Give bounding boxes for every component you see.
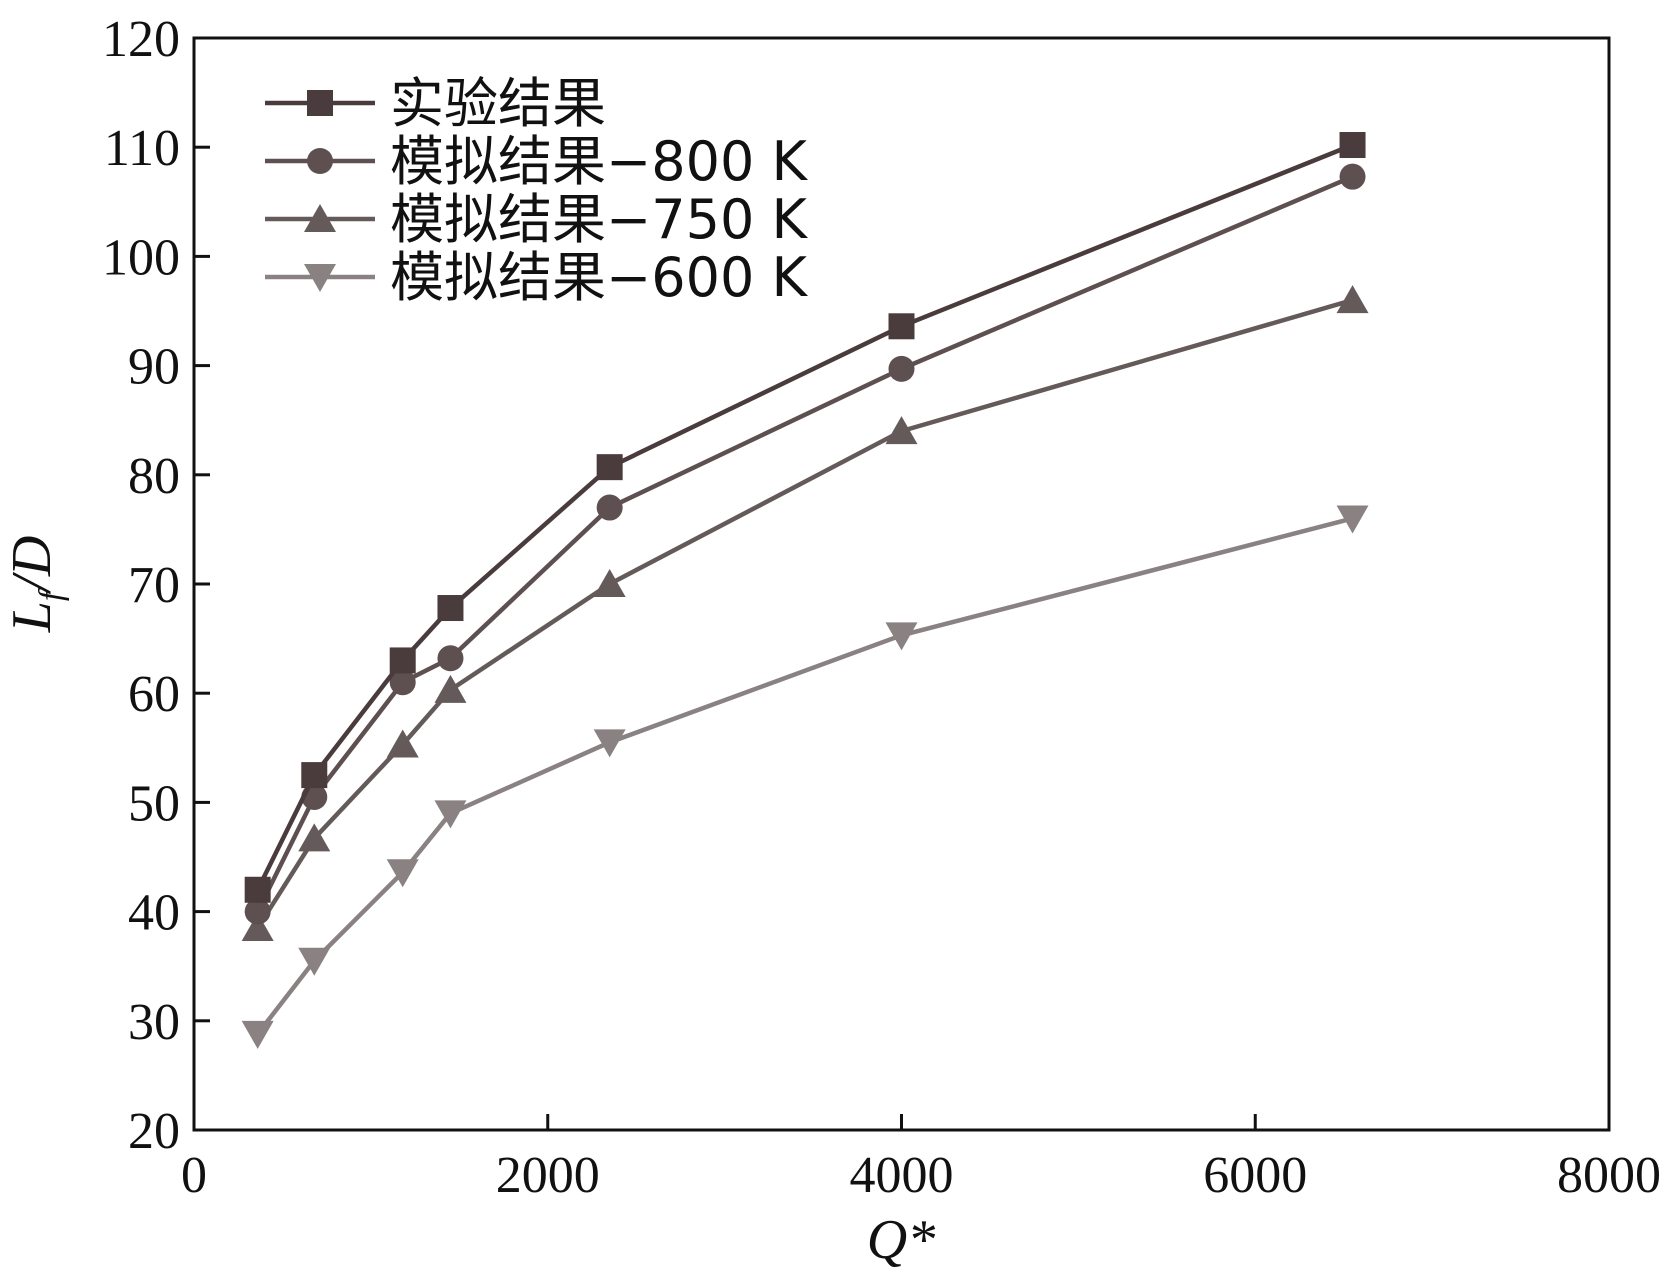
y-tick-label: 120 bbox=[102, 11, 180, 68]
series-line bbox=[255, 516, 1354, 1036]
data-point bbox=[244, 898, 271, 925]
data-point bbox=[1339, 163, 1366, 190]
x-tick-label: 6000 bbox=[1203, 1147, 1307, 1204]
data-point bbox=[593, 569, 626, 597]
data-point bbox=[1336, 285, 1369, 314]
y-axis-title: Lf/D bbox=[1, 536, 70, 634]
x-tick-label: 2000 bbox=[496, 1147, 600, 1204]
legend-label: 模拟结果−600 K bbox=[390, 246, 808, 309]
legend-marker bbox=[307, 90, 333, 116]
y-tick-label: 110 bbox=[104, 120, 180, 177]
data-point bbox=[244, 876, 271, 903]
series-2 bbox=[241, 285, 1369, 941]
x-tick-label: 0 bbox=[181, 1147, 207, 1204]
legend-marker bbox=[304, 264, 336, 292]
legend-label: 模拟结果−800 K bbox=[390, 130, 808, 193]
data-point bbox=[434, 674, 467, 703]
legend-item: 模拟结果−600 K bbox=[265, 246, 808, 309]
legend-item: 模拟结果−800 K bbox=[265, 130, 808, 193]
y-tick-label: 80 bbox=[128, 448, 180, 505]
legend-item: 实验结果 bbox=[265, 72, 606, 135]
data-point bbox=[241, 912, 274, 941]
series-1 bbox=[244, 163, 1366, 925]
legend-marker bbox=[304, 204, 336, 232]
y-tick-label: 50 bbox=[128, 775, 180, 832]
data-point bbox=[888, 355, 915, 382]
data-point bbox=[386, 729, 419, 758]
y-tick-label: 70 bbox=[128, 557, 180, 614]
x-axis: 0 2000 4000 6000 8000 bbox=[181, 1114, 1661, 1204]
data-point bbox=[885, 622, 918, 651]
series-layer bbox=[241, 132, 1369, 1049]
data-point bbox=[301, 762, 328, 789]
data-point bbox=[596, 454, 623, 481]
y-tick-label: 100 bbox=[102, 229, 180, 286]
series-0 bbox=[244, 132, 1366, 903]
data-point bbox=[298, 823, 331, 852]
data-point bbox=[298, 947, 331, 976]
y-tick-label: 60 bbox=[128, 666, 180, 723]
data-point bbox=[437, 645, 464, 672]
y-axis-title-main: L bbox=[1, 601, 63, 633]
legend-label: 实验结果 bbox=[390, 72, 606, 135]
data-point bbox=[389, 669, 416, 696]
x-tick-label: 4000 bbox=[850, 1147, 954, 1204]
y-axis-title-rest: /D bbox=[1, 536, 63, 595]
y-axis: 20 30 40 50 60 70 80 90 100 110 120 bbox=[102, 11, 210, 1160]
series-3 bbox=[241, 505, 1369, 1049]
data-point bbox=[593, 729, 626, 758]
y-tick-label: 30 bbox=[128, 994, 180, 1051]
legend-marker bbox=[307, 148, 333, 174]
data-point bbox=[241, 1020, 274, 1049]
data-point bbox=[885, 416, 918, 445]
y-tick-label: 40 bbox=[128, 885, 180, 942]
x-tick-label: 8000 bbox=[1557, 1147, 1661, 1204]
x-axis-title: Q* bbox=[867, 1209, 935, 1271]
data-point bbox=[596, 494, 623, 521]
data-point bbox=[888, 313, 915, 340]
y-tick-label: 90 bbox=[128, 339, 180, 396]
data-point bbox=[1336, 505, 1369, 534]
data-point bbox=[389, 647, 416, 674]
series-line bbox=[255, 297, 1354, 930]
legend-item: 模拟结果−750 K bbox=[265, 188, 808, 251]
y-tick-label: 20 bbox=[128, 1103, 180, 1160]
data-point bbox=[1339, 132, 1366, 159]
data-point bbox=[434, 800, 467, 829]
data-point bbox=[386, 859, 419, 888]
legend-label: 模拟结果−750 K bbox=[390, 188, 808, 251]
data-point bbox=[437, 595, 464, 622]
